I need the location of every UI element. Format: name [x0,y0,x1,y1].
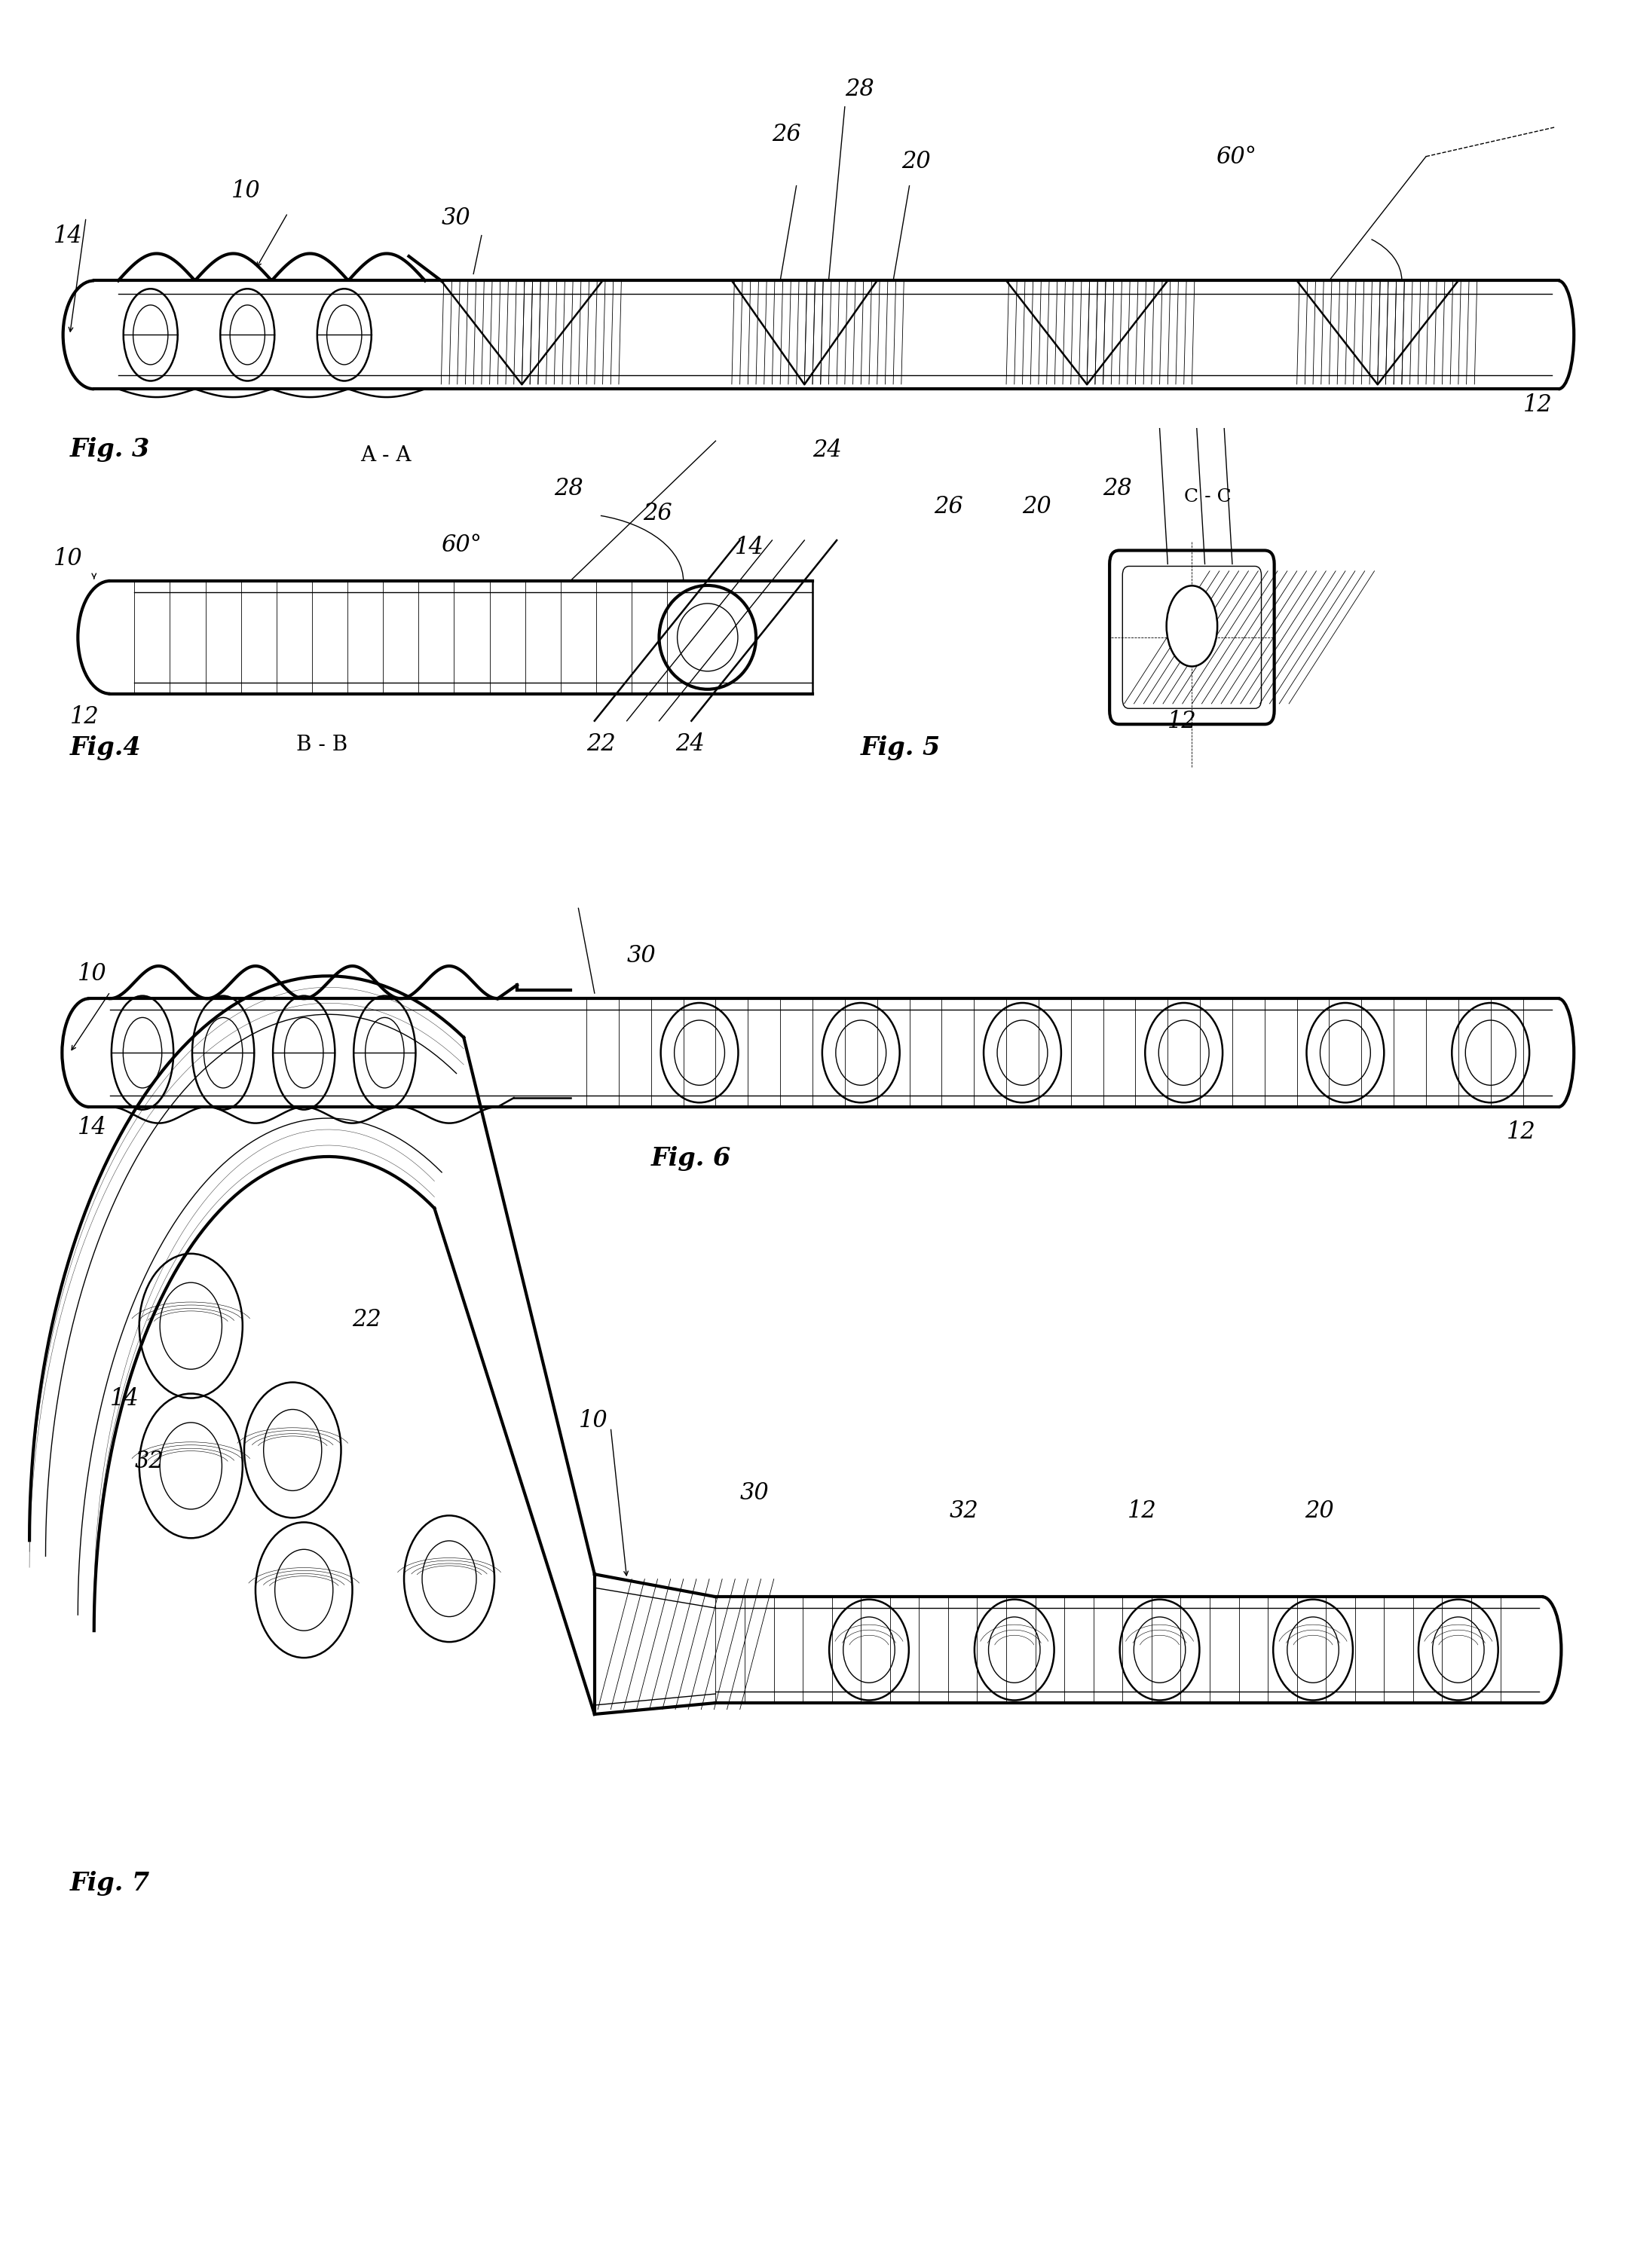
Ellipse shape [1167,585,1217,667]
Text: 26: 26 [644,501,673,526]
Text: 24: 24 [812,438,842,463]
Text: 12: 12 [1506,1120,1536,1143]
Text: 14: 14 [110,1386,140,1411]
Text: 60°: 60° [1216,145,1256,168]
Text: Fig. 7: Fig. 7 [70,1871,150,1896]
Text: 24: 24 [676,733,705,755]
Text: 14: 14 [78,1116,107,1139]
Text: Fig. 5: Fig. 5 [861,735,941,760]
Text: 26: 26 [772,122,801,145]
Text: 30: 30 [440,206,470,229]
Text: 10: 10 [54,547,83,569]
Text: 30: 30 [739,1481,769,1506]
Text: 20: 20 [1022,494,1051,519]
Text: 10: 10 [78,962,107,987]
Text: 28: 28 [1103,476,1133,501]
Text: 22: 22 [353,1309,382,1331]
Text: Fig. 3: Fig. 3 [70,438,150,463]
Text: 28: 28 [845,77,874,100]
Text: 12: 12 [70,705,99,728]
Text: 30: 30 [627,943,656,968]
Text: 14: 14 [734,535,764,560]
Text: 10: 10 [231,179,260,202]
Text: 14: 14 [54,225,83,247]
Text: Fig. 6: Fig. 6 [652,1145,731,1170]
Text: 20: 20 [902,150,931,172]
Text: 10: 10 [578,1408,608,1433]
Text: B - B: B - B [296,735,348,755]
Text: 12: 12 [1168,710,1198,733]
Text: Fig.4: Fig.4 [70,735,141,760]
Text: 22: 22 [587,733,616,755]
Text: A - A: A - A [361,445,411,465]
Text: 32: 32 [949,1499,978,1524]
Text: 32: 32 [135,1449,164,1474]
Text: 20: 20 [1305,1499,1334,1524]
Text: 12: 12 [1128,1499,1157,1524]
Text: 12: 12 [1523,395,1552,417]
Text: 28: 28 [554,476,583,501]
Text: C - C: C - C [1185,488,1232,506]
Text: 26: 26 [934,494,962,519]
Text: 60°: 60° [440,533,483,558]
